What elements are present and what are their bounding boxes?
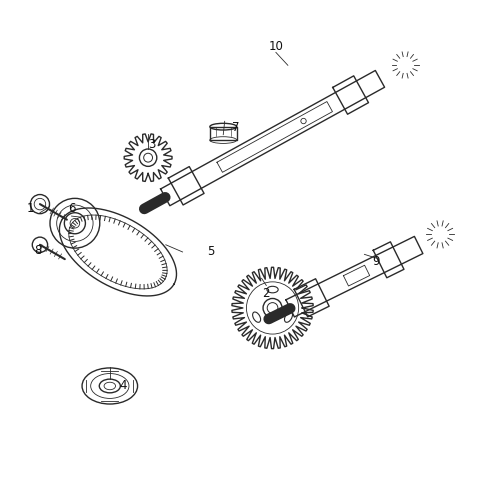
Text: 9: 9 <box>372 255 380 268</box>
Text: 6: 6 <box>68 203 75 216</box>
Text: 4: 4 <box>119 380 127 393</box>
Text: 2: 2 <box>263 287 270 300</box>
Text: 3: 3 <box>148 138 155 151</box>
Text: 8: 8 <box>35 244 42 257</box>
Text: 7: 7 <box>232 121 240 134</box>
Text: 10: 10 <box>268 40 283 53</box>
Text: 1: 1 <box>26 203 34 216</box>
Text: 5: 5 <box>207 245 215 258</box>
